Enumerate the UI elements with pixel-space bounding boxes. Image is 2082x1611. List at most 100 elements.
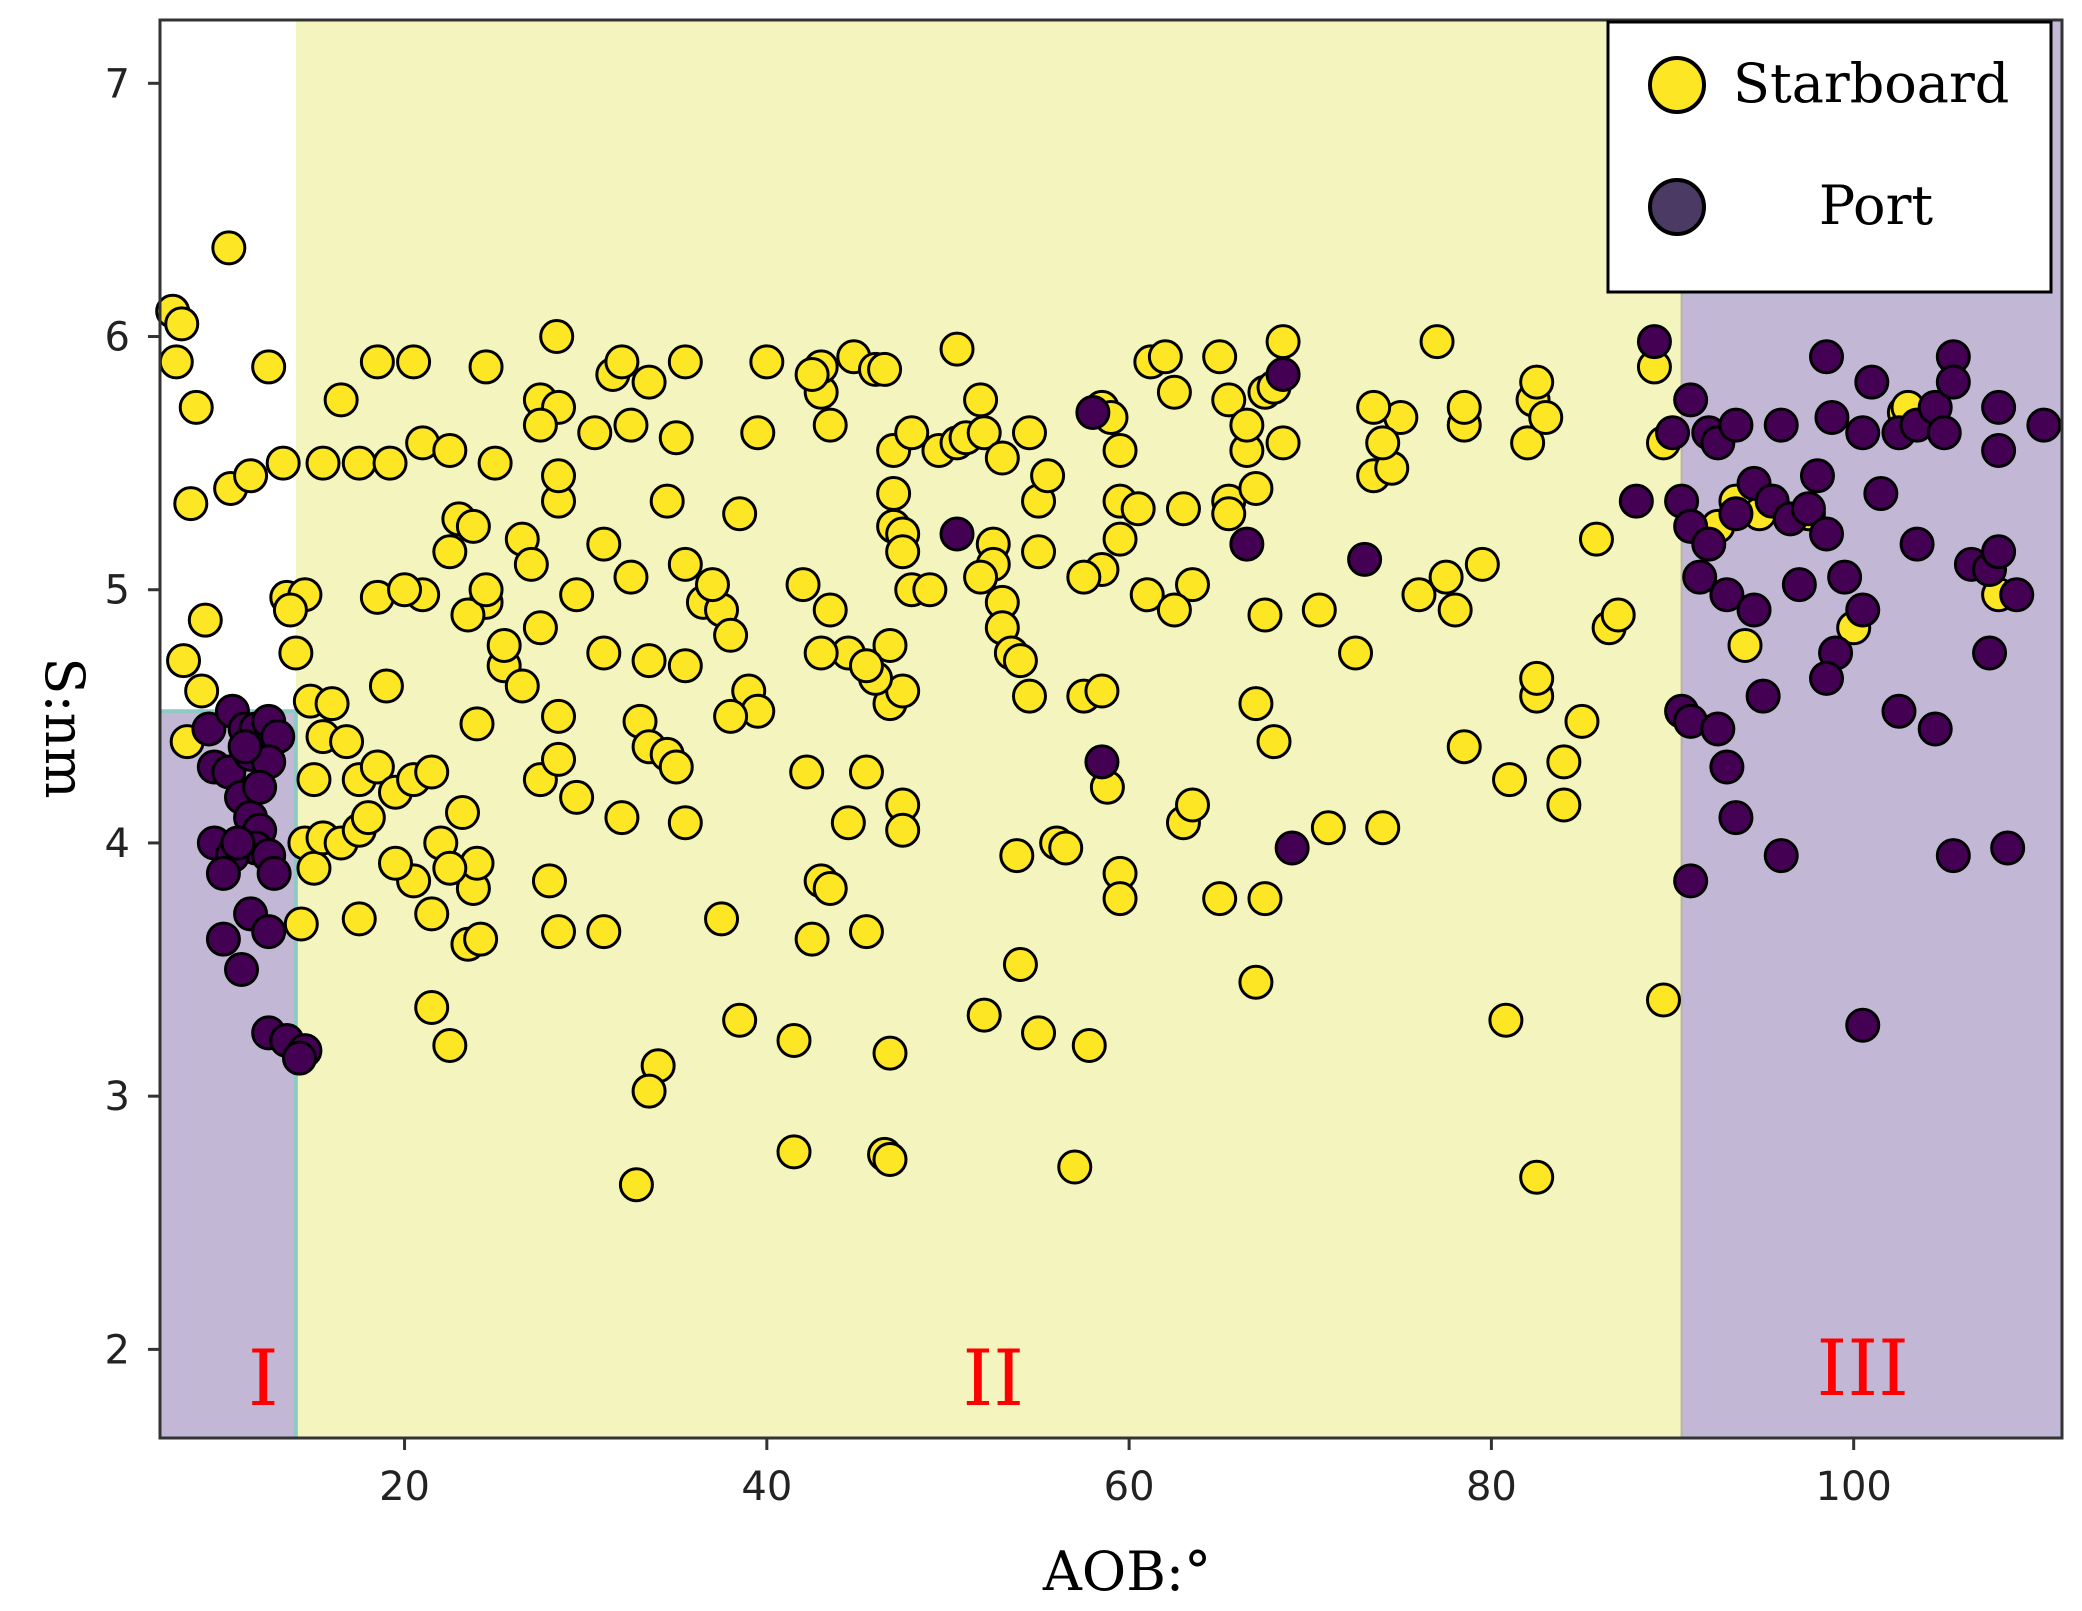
port-point (1700, 711, 1736, 747)
starboard-point (1057, 1149, 1093, 1185)
port-point (1935, 364, 1971, 400)
starboard-point (1546, 744, 1582, 780)
starboard-point (1002, 946, 1038, 982)
port-point (1265, 357, 1301, 392)
starboard-point (604, 800, 640, 836)
starboard-point (187, 602, 223, 638)
port-point (1673, 382, 1709, 418)
port-point (1935, 838, 1971, 874)
starboard-point (1211, 496, 1247, 532)
starboard-point (341, 901, 377, 937)
starboard-point (296, 850, 332, 886)
port-point (1999, 577, 2035, 613)
starboard-point (789, 754, 825, 790)
port-point (1814, 400, 1850, 436)
port-point (1691, 526, 1727, 562)
starboard-point (372, 445, 408, 481)
starboard-point (1156, 374, 1192, 410)
starboard-point (414, 896, 450, 932)
port-point (1718, 496, 1754, 532)
starboard-point (166, 643, 202, 679)
starboard-point (1310, 810, 1346, 846)
starboard-point (1301, 592, 1337, 628)
starboard-point (486, 627, 522, 663)
x-tick-label: 40 (741, 1464, 792, 1510)
starboard-point (1519, 660, 1555, 696)
starboard-point (1165, 491, 1201, 527)
starboard-point (1247, 881, 1283, 917)
starboard-point (1727, 627, 1763, 663)
port-point (1809, 660, 1845, 696)
starboard-point (1546, 787, 1582, 823)
starboard-point (1202, 881, 1238, 917)
port-point (1926, 415, 1962, 451)
port-point (1981, 389, 2017, 425)
starboard-point (1102, 521, 1138, 557)
starboard-point (704, 901, 740, 937)
starboard-point (414, 990, 450, 1026)
port-point (220, 825, 256, 861)
starboard-point (468, 349, 504, 385)
port-point (1655, 415, 1691, 451)
starboard-point (468, 572, 504, 608)
port-point (1745, 678, 1781, 714)
starboard-point (522, 610, 558, 646)
legend: Starboard Port (1606, 20, 2053, 294)
port-point (1972, 635, 2008, 671)
starboard-point (848, 648, 884, 684)
starboard-point (667, 546, 703, 582)
starboard-point (912, 572, 948, 608)
starboard-point (164, 306, 200, 342)
starboard-point (1401, 577, 1437, 613)
port-point (1799, 458, 1835, 494)
starboard-point (1265, 324, 1301, 360)
starboard-point (1464, 546, 1500, 582)
x-tick-label: 20 (379, 1464, 430, 1510)
starboard-point (559, 577, 595, 613)
starboard-point (885, 534, 921, 570)
port-point (1809, 339, 1845, 375)
port-point (1827, 559, 1863, 595)
starboard-point (1238, 470, 1274, 506)
starboard-point (963, 559, 999, 595)
starboard-point (830, 805, 866, 841)
port-point (1229, 526, 1265, 562)
port-point (205, 921, 241, 957)
starboard-point (658, 749, 694, 785)
starboard-point (455, 508, 491, 544)
starboard-point (233, 458, 269, 494)
starboard-point (1265, 425, 1301, 461)
starboard-point (1247, 597, 1283, 633)
starboard-point (541, 698, 577, 734)
starboard-point (278, 635, 314, 671)
starboard-point (396, 344, 432, 380)
starboard-point (1645, 982, 1681, 1018)
x-tick-label: 60 (1104, 1464, 1155, 1510)
starboard-point (1365, 425, 1401, 461)
port-point (1863, 476, 1899, 512)
starboard-point (1002, 643, 1038, 679)
starboard-point (794, 357, 830, 392)
port-point (224, 952, 260, 988)
starboard-point (1021, 534, 1057, 570)
port-point (1736, 592, 1772, 628)
y-tick-label: 6 (105, 315, 130, 361)
x-tick-label: 100 (1816, 1464, 1892, 1510)
starboard-point (531, 863, 567, 899)
starboard-point (1071, 1028, 1107, 1064)
starboard-point (722, 496, 758, 532)
starboard-point (459, 706, 495, 742)
starboard-point (1084, 673, 1120, 709)
starboard-point (631, 1073, 667, 1109)
starboard-point (1528, 400, 1564, 436)
port-point (1881, 693, 1917, 729)
port-point (1636, 324, 1672, 360)
starboard-point (1011, 415, 1047, 451)
starboard-point (158, 344, 194, 380)
x-axis-ticks: 20 40 60 80 100 (379, 1438, 1892, 1510)
starboard-point (522, 407, 558, 443)
starboard-point (586, 635, 622, 671)
starboard-point (885, 812, 921, 848)
port-point (1718, 407, 1754, 443)
port-point (1075, 394, 1111, 430)
